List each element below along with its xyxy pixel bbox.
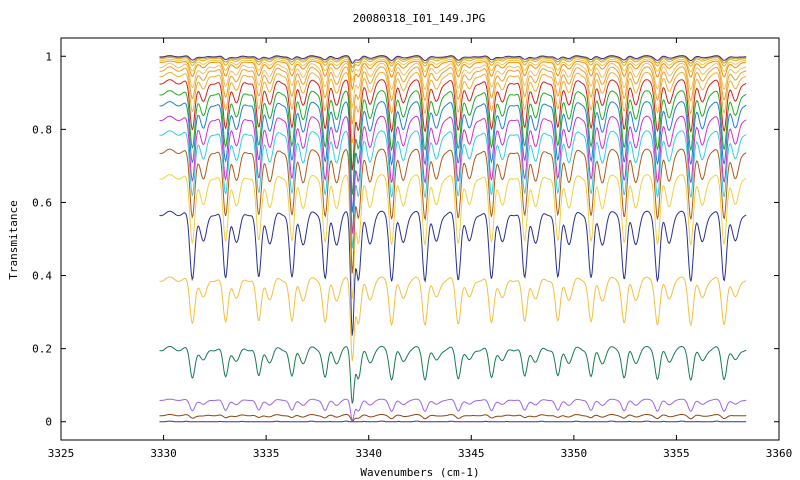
x-tick-label: 3335	[253, 447, 280, 460]
x-tick-label: 3345	[458, 447, 485, 460]
x-tick-label: 3325	[48, 447, 75, 460]
spectrum-line-4	[159, 345, 747, 404]
spectrum-line-7	[159, 174, 747, 300]
spectrum-line-19	[159, 56, 747, 73]
y-tick-label: 0.6	[32, 196, 52, 209]
spectrum-line-12	[159, 90, 747, 195]
spectrum-line-17	[159, 60, 747, 91]
x-axis-label: Wavenumbers (cm-1)	[360, 466, 479, 479]
spectrum-line-15	[159, 66, 747, 125]
y-tick-label: 0.4	[32, 270, 52, 283]
spectrum-line-6	[159, 210, 747, 336]
series-group	[159, 55, 747, 423]
x-tick-label: 3355	[663, 447, 690, 460]
y-tick-label: 0.8	[32, 123, 52, 136]
chart-title: 20080318_I01_149.JPG	[353, 12, 485, 25]
spectrum-line-11	[159, 101, 747, 213]
spectrum-line-9	[159, 130, 747, 249]
spectrum-line-16	[159, 62, 747, 109]
y-tick-label: 1	[45, 50, 52, 63]
spectrum-line-13	[159, 79, 747, 171]
y-axis-label: Transmitance	[7, 200, 20, 279]
spectrum-line-20	[159, 55, 747, 69]
x-tick-label: 3350	[561, 447, 588, 460]
x-tick-label: 3330	[150, 447, 177, 460]
spectrum-line-5	[159, 276, 747, 362]
x-tick-label: 3360	[766, 447, 793, 460]
spectrum-line-10	[159, 115, 747, 234]
y-tick-label: 0.2	[32, 343, 52, 356]
spectrum-line-8	[159, 148, 747, 274]
x-tick-label: 3340	[355, 447, 382, 460]
spectrum-line-14	[159, 71, 747, 144]
y-axis: 0 0.2 0.4 0.6 0.8 1	[32, 50, 779, 429]
x-axis: 3325 3330 3335 3340 3345 3350 3355 3360	[48, 38, 793, 460]
spectrum-line-2	[159, 413, 747, 422]
spectrum-line-21	[159, 55, 747, 64]
spectrum-line-18	[159, 58, 747, 82]
spectrum-line-3	[159, 398, 747, 422]
spectrum-line-1	[159, 420, 747, 423]
y-tick-label: 0	[45, 416, 52, 429]
